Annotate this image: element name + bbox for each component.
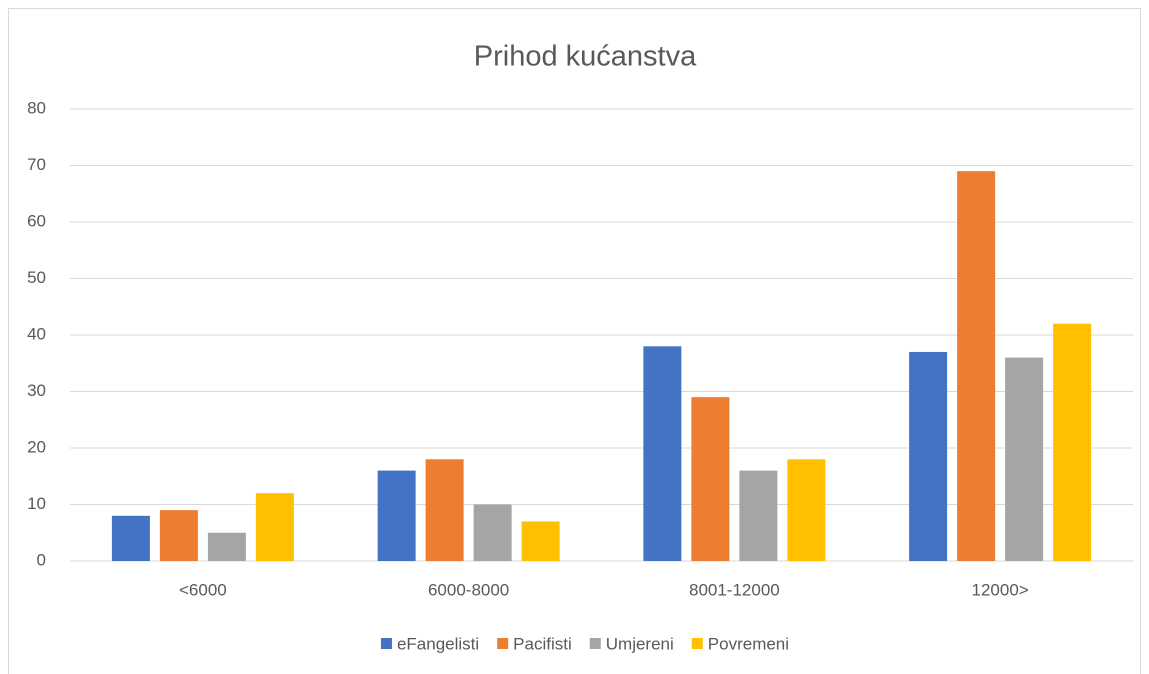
legend-label: Umjereni: [606, 634, 674, 653]
bar: [739, 470, 778, 561]
bar: [207, 532, 246, 561]
y-tick-label: 30: [27, 381, 46, 400]
x-tick-label: 6000-8000: [428, 580, 509, 599]
bar: [159, 510, 198, 561]
y-tick-label: 60: [27, 211, 46, 230]
bar: [255, 493, 294, 561]
bar: [691, 397, 730, 561]
bar: [787, 459, 826, 561]
legend-swatch: [589, 638, 601, 649]
y-tick-label: 10: [27, 494, 46, 513]
bar: [957, 171, 996, 561]
legend-label: Povremeni: [708, 634, 789, 653]
bar: [909, 351, 948, 561]
x-tick-label: 12000>: [972, 580, 1029, 599]
x-tick-label: <6000: [179, 580, 227, 599]
y-tick-label: 50: [27, 268, 46, 287]
legend-label: eFangelisti: [397, 634, 479, 653]
bar: [377, 470, 416, 561]
chart-border: [8, 8, 1141, 674]
bar: [643, 346, 682, 561]
legend-swatch: [497, 638, 509, 649]
bar: [1053, 323, 1092, 561]
bar: [425, 459, 464, 561]
chart-title: Prihod kućanstva: [474, 41, 697, 73]
x-tick-label: 8001-12000: [689, 580, 780, 599]
y-tick-label: 20: [27, 437, 46, 456]
y-tick-label: 70: [27, 155, 46, 174]
bar: [521, 521, 560, 561]
y-tick-label: 80: [27, 98, 46, 117]
legend-swatch: [380, 638, 392, 649]
legend-label: Pacifisti: [513, 634, 572, 653]
legend-swatch: [691, 638, 703, 649]
bar: [1005, 357, 1044, 561]
bar: [473, 504, 512, 561]
bar: [111, 515, 150, 561]
y-tick-label: 40: [27, 324, 46, 343]
y-tick-label: 0: [37, 550, 46, 569]
